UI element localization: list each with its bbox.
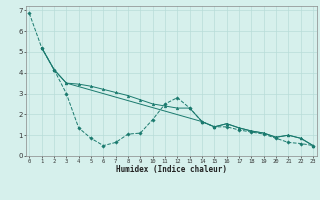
X-axis label: Humidex (Indice chaleur): Humidex (Indice chaleur) bbox=[116, 165, 227, 174]
